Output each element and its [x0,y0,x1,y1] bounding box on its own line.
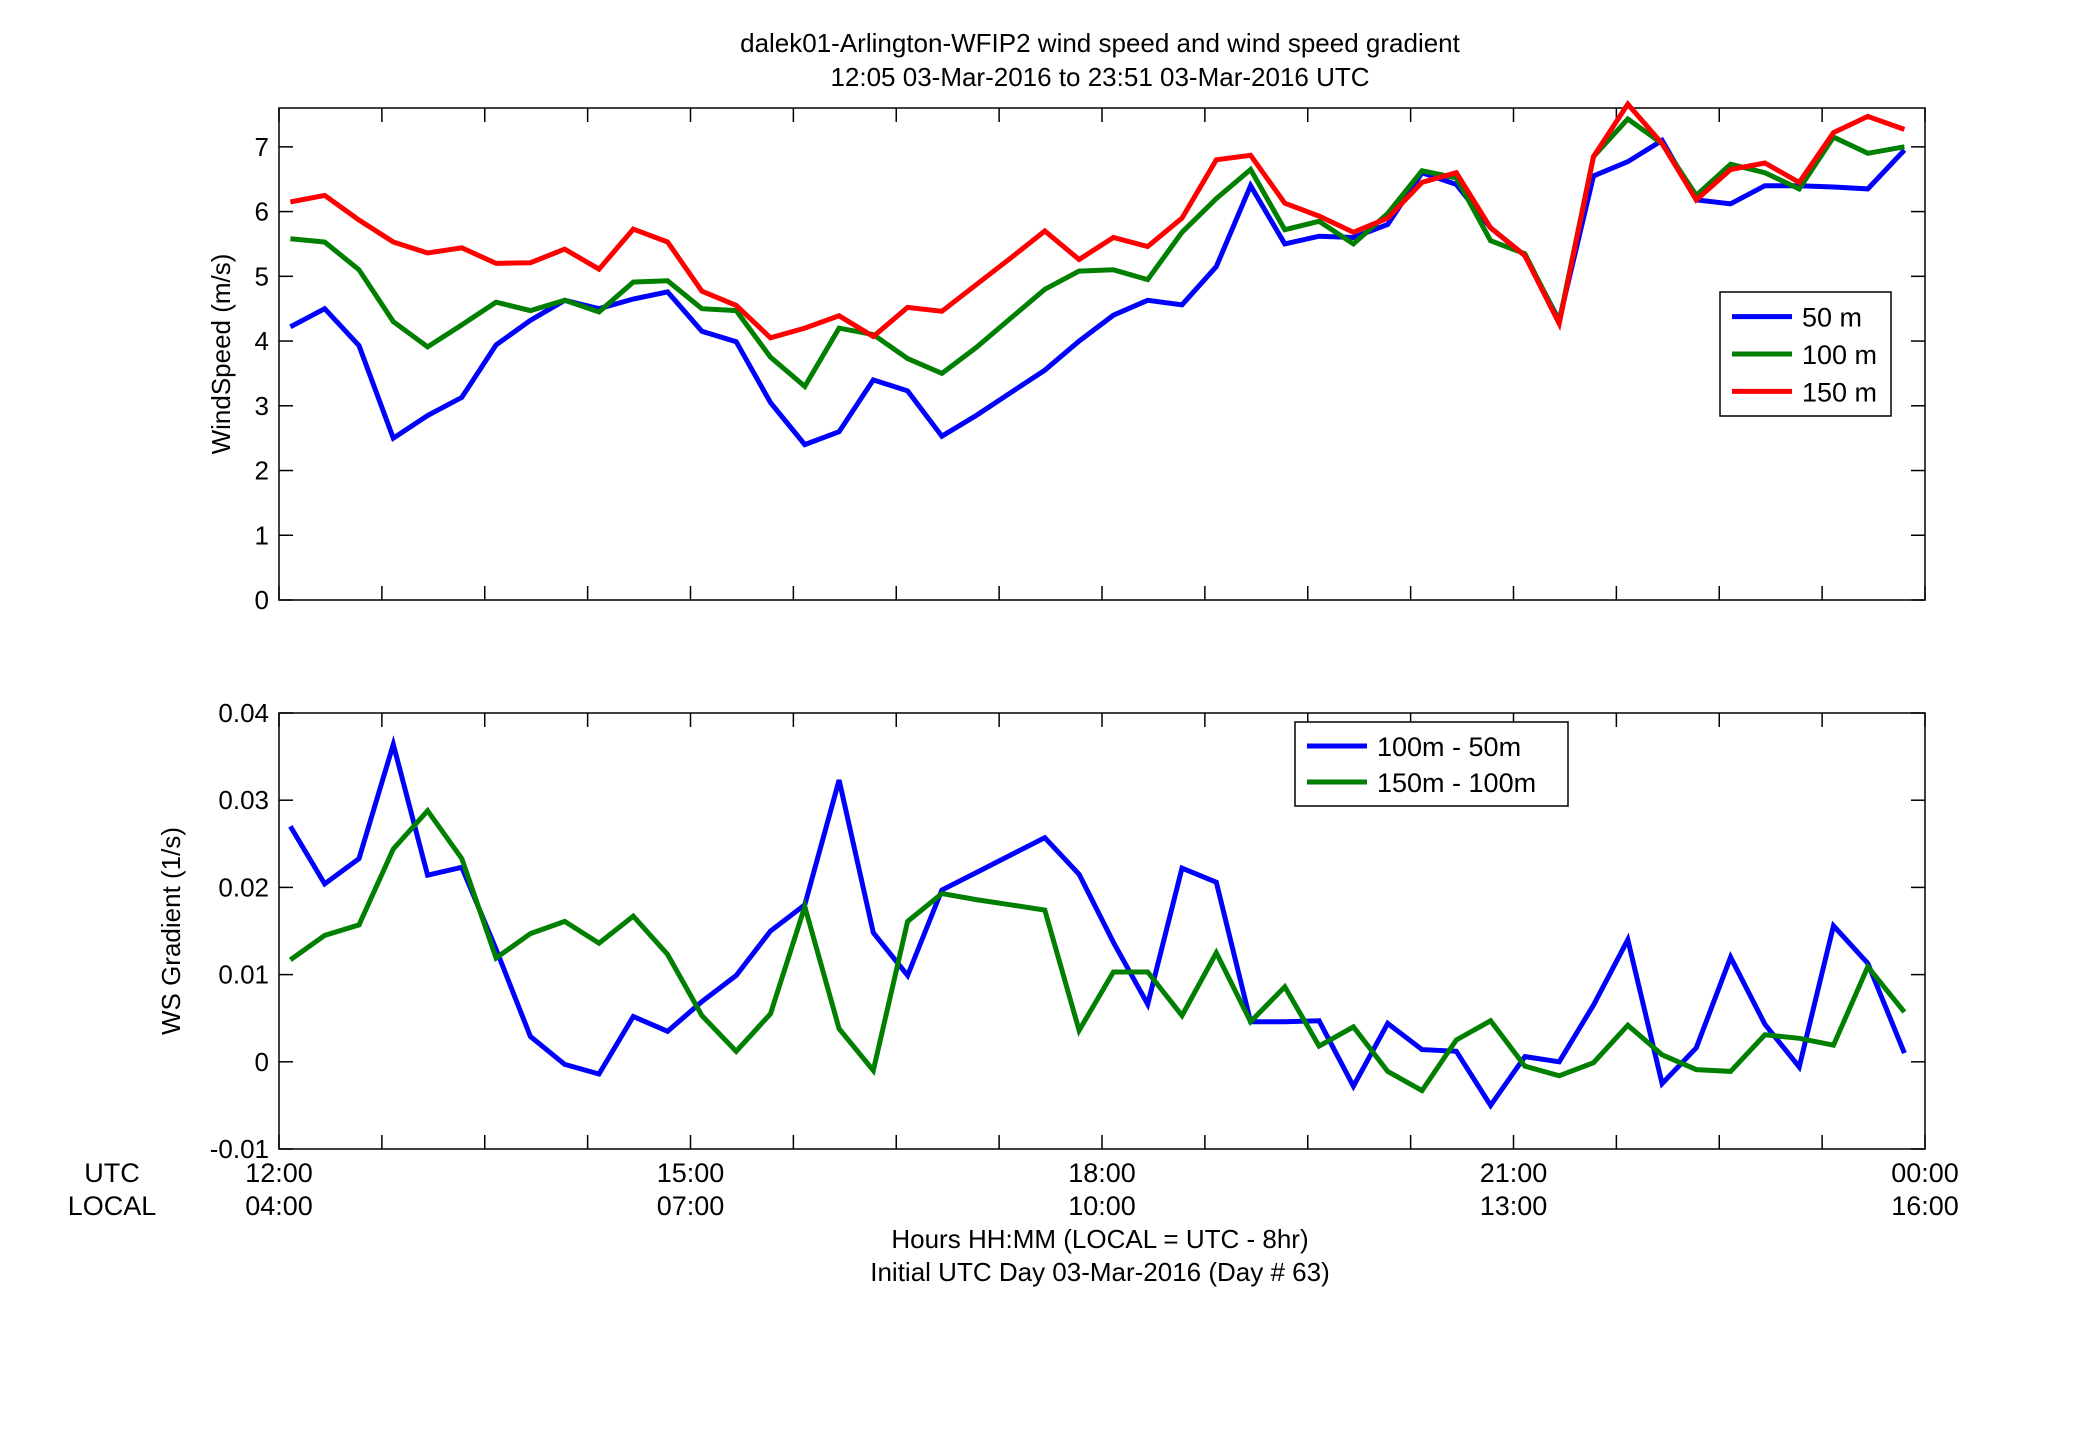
y-tick-label: 6 [255,197,269,227]
windspeed-panel: 0 1 2 3 4 5 6 7 WindSpeed (m/s) 50 m 100 m 150 m [206,99,1926,615]
x-tick-label-local: 10:00 [1068,1191,1136,1221]
y-tick-label: 2 [255,456,269,486]
legend-entry: 150m - 100m [1377,768,1536,798]
x-tick-label-utc: 18:00 [1068,1158,1136,1188]
legend-entry: 100 m [1802,340,1877,370]
x-tick-label-local: 07:00 [657,1191,725,1221]
series-line-150m-100m [288,806,1907,1094]
legend: 100m - 50m 150m - 100m [1294,721,1569,807]
series-line-100m-50m [288,735,1907,1110]
x-axis-label-line2: Initial UTC Day 03-Mar-2016 (Day # 63) [870,1257,1330,1287]
x-tick-label-local: 13:00 [1480,1191,1548,1221]
y-axis-label: WS Gradient (1/s) [156,827,186,1035]
y-tick-label: 3 [255,391,269,421]
figure-title-line2: 12:05 03-Mar-2016 to 23:51 03-Mar-2016 U… [830,62,1369,92]
legend-box [1294,721,1569,807]
series-line-150-m [289,99,1906,341]
y-tick-label: 7 [255,132,269,162]
y-tick-label: 0.04 [218,698,269,728]
gradient-panel: -0.01 0 0.01 0.02 0.03 0.04 WS Gradient (1/s) 1… [156,698,1926,1164]
y-tick-label: 1 [255,520,269,550]
x-tick-label-utc: 21:00 [1480,1158,1548,1188]
utc-row-label: UTC [84,1158,140,1188]
local-row-label: LOCAL [68,1191,157,1221]
y-tick-label: 0 [255,585,269,615]
y-tick-label: 0.02 [218,872,269,902]
y-tick-label: 5 [255,261,269,291]
x-axis-label-line1: Hours HH:MM (LOCAL = UTC - 8hr) [891,1224,1308,1254]
legend-entry: 150 m [1802,377,1877,407]
y-tick-label: 4 [255,326,269,356]
x-tick-label-utc: 12:00 [245,1158,313,1188]
figure-title-line1: dalek01-Arlington-WFIP2 wind speed and w… [740,28,1461,58]
x-tick-label-local: 16:00 [1891,1191,1959,1221]
y-tick-label: 0.01 [218,960,269,990]
x-tick-label-utc: 00:00 [1891,1158,1959,1188]
legend: 50 m 100 m 150 m [1719,291,1892,417]
legend-entry: 100m - 50m [1377,732,1521,762]
y-tick-label: 0 [255,1047,269,1077]
x-tick-label-local: 04:00 [245,1191,313,1221]
y-axis-label: WindSpeed (m/s) [206,254,236,455]
x-tick-label-utc: 15:00 [657,1158,725,1188]
y-tick-label: 0.03 [218,785,269,815]
series-line-100-m [290,115,1905,391]
y-tick-label: -0.01 [210,1134,269,1164]
legend-entry: 50 m [1802,303,1862,333]
